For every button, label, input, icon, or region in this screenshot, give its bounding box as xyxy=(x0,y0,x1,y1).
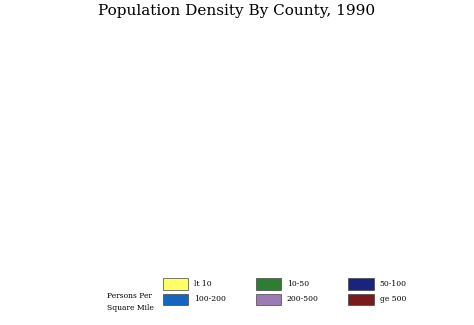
Bar xyxy=(348,293,374,305)
Text: 200-500: 200-500 xyxy=(287,295,319,304)
Bar xyxy=(255,293,281,305)
Text: Persons Per: Persons Per xyxy=(107,292,152,300)
Text: 50-100: 50-100 xyxy=(380,280,407,288)
Text: 10-50: 10-50 xyxy=(287,280,309,288)
Text: Square Mile: Square Mile xyxy=(107,304,154,312)
Text: Population Density By County, 1990: Population Density By County, 1990 xyxy=(99,4,375,18)
Bar xyxy=(348,278,374,290)
Text: ge 500: ge 500 xyxy=(380,295,406,304)
Bar xyxy=(163,293,188,305)
Text: lt 10: lt 10 xyxy=(194,280,211,288)
Bar xyxy=(255,278,281,290)
Text: 100-200: 100-200 xyxy=(194,295,226,304)
Bar xyxy=(163,278,188,290)
